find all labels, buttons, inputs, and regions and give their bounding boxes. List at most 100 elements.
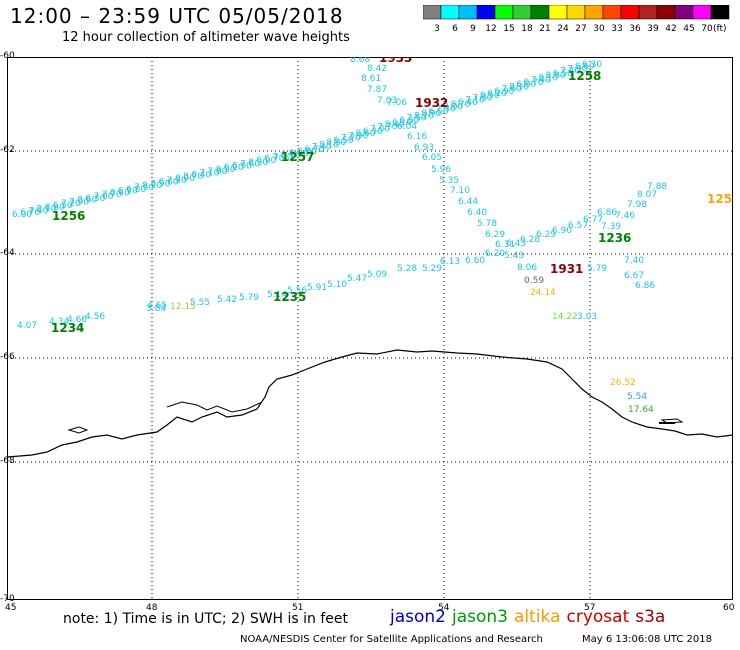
swh-value-dense: 6.10 xyxy=(392,118,412,128)
swh-value-dense: 7.90 xyxy=(348,131,368,141)
swh-value-dense: 6.50 xyxy=(53,201,73,211)
longitude-label: 60 xyxy=(723,603,735,613)
swh-value: 7.39 xyxy=(601,222,621,232)
swh-value-dense: 7.50 xyxy=(407,114,427,124)
pass-time-label: 1931 xyxy=(550,262,583,276)
color-scale-label: 24 xyxy=(557,24,569,34)
color-swatch xyxy=(674,5,694,20)
swh-value: 3.03 xyxy=(577,312,597,322)
swh-value-dense: 8.80 xyxy=(289,149,309,159)
swh-value: 26.52 xyxy=(610,378,636,388)
swh-value: 7.87 xyxy=(367,85,387,95)
swh-value: 8.68 xyxy=(350,57,370,65)
swh-value: 6.31 xyxy=(495,240,515,250)
swh-value: 6.60 xyxy=(465,256,485,266)
swh-value: 5.29 xyxy=(422,264,442,274)
swh-value: 6.40 xyxy=(467,208,487,218)
swh-value: 4.34 xyxy=(49,317,69,327)
swh-value: 6.86 xyxy=(635,281,655,291)
color-scale-bar: 3 6 9 12 15 18 21 24 27 30 33 36 39 42 45 70 (ft) xyxy=(423,5,730,34)
swh-value-dense: 8.00 xyxy=(443,102,463,112)
swh-value: 4.65 xyxy=(147,301,167,311)
swh-value-dense: 6.20 xyxy=(224,163,244,173)
color-swatch xyxy=(512,5,532,20)
map-border xyxy=(7,57,733,600)
swh-value: 5.14 xyxy=(267,290,287,300)
swh-value-dense: 6.40 xyxy=(191,170,211,180)
swh-value: 8.61 xyxy=(361,74,381,84)
swh-value: 24.14 xyxy=(530,288,556,298)
swh-value: 5.79 xyxy=(587,264,607,274)
swh-value-dense: 7.60 xyxy=(240,160,260,170)
swh-value: 4.66 xyxy=(67,315,87,325)
legend-item-jason2: jason2 xyxy=(390,607,446,627)
swh-value-dense: 6.30 xyxy=(85,194,105,204)
swh-value: 8.07 xyxy=(637,190,657,200)
latitude-label: -66 xyxy=(0,352,15,362)
swh-value-dense: 6.50 xyxy=(297,147,317,157)
swh-value: 6.28 xyxy=(520,235,540,245)
swh-value-dense: 7.40 xyxy=(273,152,293,162)
color-swatch xyxy=(584,5,604,20)
swh-value-dense: 8.60 xyxy=(77,196,97,206)
swh-value-dense: 6.20 xyxy=(487,89,507,99)
swh-value-dense: 8.10 xyxy=(36,205,56,215)
swh-value: 5.28 xyxy=(397,264,417,274)
swh-value: 5.78 xyxy=(477,219,497,229)
swh-value-dense: 8.80 xyxy=(545,71,565,81)
swh-value-dense: 6.50 xyxy=(553,69,573,79)
swh-value-dense: 6.30 xyxy=(582,60,602,70)
color-scale-label: 36 xyxy=(629,24,641,34)
pass-time-label: 1236 xyxy=(598,231,631,245)
swh-value: 17.64 xyxy=(628,405,654,415)
color-swatch xyxy=(440,5,460,20)
page-title: 12:00 – 23:59 UTC 05/05/2018 xyxy=(10,4,344,28)
swh-value-dense: 7.10 xyxy=(199,169,219,179)
pass-time-label: 1256 xyxy=(707,192,733,206)
color-scale-label: 3 xyxy=(434,24,440,34)
swh-value-dense: 7.00 xyxy=(370,125,390,135)
color-scale-label: (ft) xyxy=(713,24,727,34)
color-scale-label: 45 xyxy=(683,24,694,34)
swh-value-dense: 6.60 xyxy=(429,107,449,117)
color-swatch xyxy=(692,5,712,20)
swh-value-dense: 7.80 xyxy=(207,167,227,177)
swh-value-dense: 7.70 xyxy=(377,122,397,132)
swh-value: 4.07 xyxy=(17,321,37,331)
longitude-label: 45 xyxy=(5,603,17,613)
swh-value: 7.46 xyxy=(615,211,635,221)
satellite-legend: jason2 jason3 altika cryosat s3a xyxy=(390,607,671,627)
swh-value: 5.54 xyxy=(627,392,647,402)
swh-value-dense: 8.30 xyxy=(248,158,268,168)
swh-value: 5.09 xyxy=(367,270,387,280)
swh-value: 5.79 xyxy=(239,293,259,303)
swh-value: 6.93 xyxy=(414,143,434,153)
color-swatch xyxy=(530,5,550,20)
swh-value: 6.67 xyxy=(624,271,644,281)
latitude-label: -60 xyxy=(0,51,15,61)
swh-value: 6.77 xyxy=(583,215,603,225)
longitude-label: 57 xyxy=(584,603,596,613)
swh-value-dense: 6.00 xyxy=(256,156,276,166)
swh-value: 6.29 xyxy=(485,230,505,240)
longitude-label: 48 xyxy=(146,603,158,613)
credit-line: NOAA/NESDIS Center for Satellite Applica… xyxy=(240,634,543,645)
swh-value: 7.98 xyxy=(627,200,647,210)
color-swatch xyxy=(423,5,442,20)
swh-value-dense: 8.50 xyxy=(480,91,500,101)
swh-value-dense: 6.80 xyxy=(399,116,419,126)
swh-value-dense: 7.30 xyxy=(436,105,456,115)
pass-time-label: 1235 xyxy=(273,290,306,304)
swh-value-dense: 6.00 xyxy=(12,210,32,220)
swh-value-dense: 7.60 xyxy=(502,85,522,95)
color-scale-label: 33 xyxy=(611,24,622,34)
swh-value-dense: 8.40 xyxy=(110,188,130,198)
swh-value-dense: 7.20 xyxy=(560,67,580,77)
swh-value-dense: 6.70 xyxy=(304,145,324,155)
map-plot: 6.006.707.408.108.806.507.207.908.606.30… xyxy=(7,57,733,600)
swh-value-dense: 8.10 xyxy=(319,140,339,150)
swh-value: 3.84 xyxy=(146,304,166,314)
footnote: note: 1) Time is in UTC; 2) SWH is in fe… xyxy=(63,611,349,627)
color-scale-label: 42 xyxy=(665,24,676,34)
swh-value-dense: 8.00 xyxy=(175,174,195,184)
